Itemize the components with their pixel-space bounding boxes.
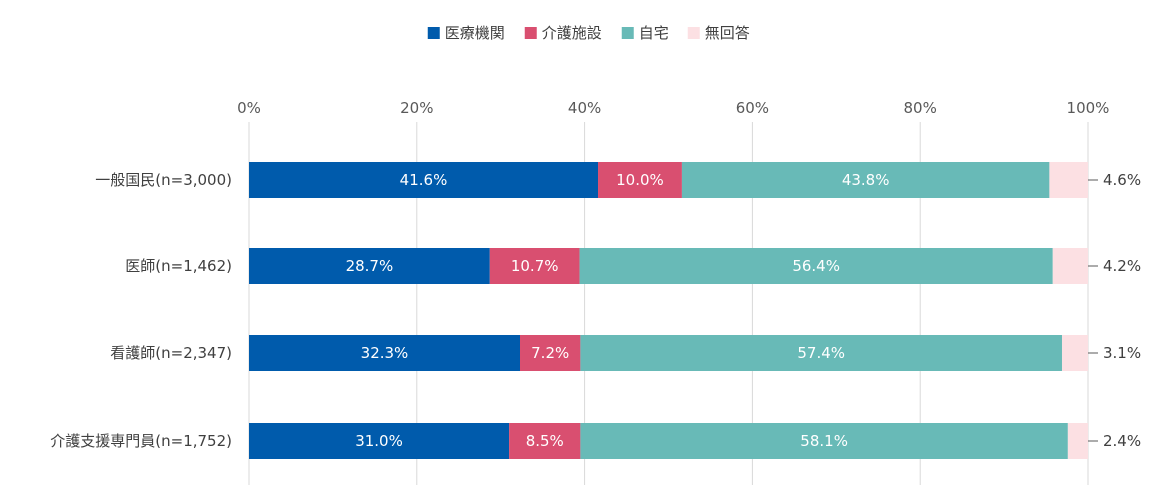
x-tick-label: 40% — [568, 99, 601, 117]
bar-segment — [1067, 423, 1088, 459]
category-label: 医師(n=1,462) — [125, 257, 232, 275]
bar-segment — [489, 248, 580, 284]
legend-label: 介護施設 — [542, 24, 602, 42]
bar-segment — [519, 335, 581, 371]
legend-label: 自宅 — [639, 24, 669, 42]
bar-segment — [580, 423, 1068, 459]
x-tick-label: 60% — [736, 99, 769, 117]
x-tick-label: 80% — [904, 99, 937, 117]
bar-segment — [579, 248, 1053, 284]
category-label: 一般国民(n=3,000) — [95, 171, 232, 189]
data-label: 4.6% — [1103, 171, 1141, 189]
data-label: 8.5% — [526, 432, 564, 450]
bar-segment — [1061, 335, 1088, 371]
x-tick-label: 100% — [1067, 99, 1110, 117]
data-label: 7.2% — [531, 344, 569, 362]
data-label: 56.4% — [792, 257, 840, 275]
x-tick-label: 0% — [237, 99, 261, 117]
x-tick-label: 20% — [400, 99, 433, 117]
data-label: 31.0% — [355, 432, 403, 450]
bar-segment — [580, 335, 1062, 371]
data-label: 10.7% — [511, 257, 559, 275]
data-label: 58.1% — [800, 432, 848, 450]
bar-segment — [249, 335, 520, 371]
bar-segment — [1049, 162, 1088, 198]
legend-swatch — [427, 27, 440, 39]
data-label: 32.3% — [361, 344, 409, 362]
bar-segment — [249, 248, 490, 284]
data-label: 41.6% — [400, 171, 448, 189]
bar-segment — [249, 423, 510, 459]
bar-segment — [249, 162, 599, 198]
data-label: 3.1% — [1103, 344, 1141, 362]
legend-swatch — [621, 27, 634, 39]
data-label: 4.2% — [1103, 257, 1141, 275]
bar-segment — [509, 423, 581, 459]
bar-segment — [681, 162, 1050, 198]
data-label: 57.4% — [797, 344, 845, 362]
legend-label: 無回答 — [705, 24, 750, 42]
legend-swatch — [524, 27, 537, 39]
data-label: 2.4% — [1103, 432, 1141, 450]
data-label: 28.7% — [346, 257, 394, 275]
data-label: 10.0% — [616, 171, 664, 189]
legend-swatch — [687, 27, 700, 39]
category-label: 看護師(n=2,347) — [110, 344, 232, 362]
category-label: 介護支援専門員(n=1,752) — [50, 432, 232, 450]
data-label: 43.8% — [842, 171, 890, 189]
bar-segment — [1052, 248, 1088, 284]
legend-label: 医療機関 — [445, 24, 505, 42]
bar-segment — [598, 162, 682, 198]
